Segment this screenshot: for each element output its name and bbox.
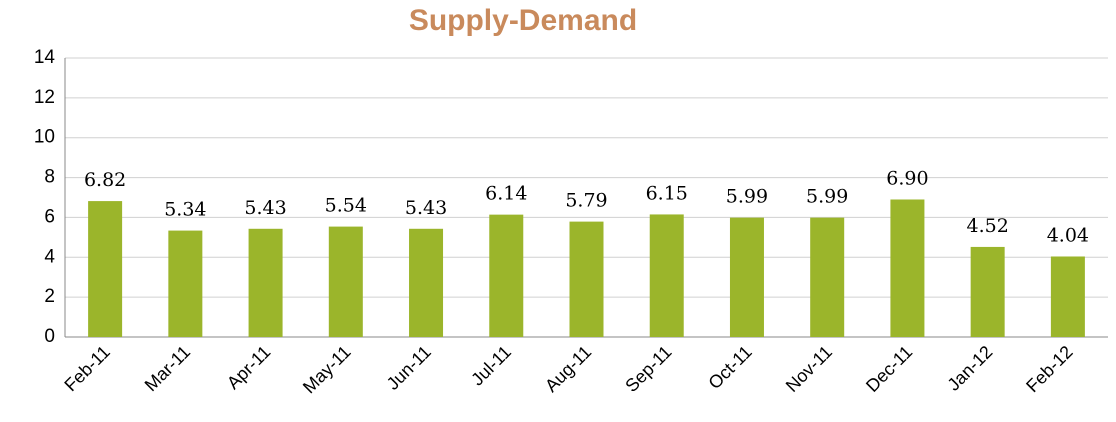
- chart-title: Supply-Demand: [409, 4, 637, 37]
- data-label: 4.04: [1047, 224, 1089, 246]
- data-label: 5.79: [565, 190, 607, 212]
- x-tick-label: Apr-11: [223, 342, 274, 393]
- x-tick-label: Jan-12: [943, 342, 996, 395]
- bar: [1050, 256, 1085, 337]
- bar: [890, 199, 925, 337]
- x-tick-label: Oct-11: [704, 342, 755, 393]
- y-tick-label: 14: [34, 47, 56, 68]
- data-label: 6.90: [886, 167, 928, 189]
- bar: [328, 226, 363, 337]
- y-tick-label: 4: [44, 246, 55, 267]
- y-tick-label: 2: [44, 286, 55, 307]
- x-tick-label: May-11: [299, 342, 355, 398]
- data-label: 5.99: [726, 186, 768, 208]
- data-label: 6.14: [485, 183, 527, 205]
- data-label: 5.99: [806, 186, 848, 208]
- data-label: 5.43: [244, 197, 286, 219]
- x-tick-label: Feb-11: [60, 342, 114, 396]
- data-label: 4.52: [966, 215, 1008, 237]
- data-label: 5.34: [164, 199, 206, 221]
- y-tick-label: 6: [44, 206, 55, 227]
- bar: [810, 217, 845, 337]
- x-tick-label: Sep-11: [621, 342, 675, 396]
- x-tick-label: Aug-11: [541, 342, 595, 396]
- bar: [489, 214, 524, 337]
- bar: [729, 217, 764, 337]
- bar: [248, 228, 283, 337]
- x-tick-label: Jun-11: [383, 342, 435, 394]
- bar: [88, 201, 123, 337]
- bar: [569, 221, 604, 337]
- x-tick-label: Mar-11: [141, 342, 195, 396]
- y-tick-label: 8: [44, 167, 55, 188]
- data-label: 6.82: [84, 169, 126, 191]
- data-label: 5.43: [405, 197, 447, 219]
- y-tick-label: 12: [34, 87, 55, 108]
- y-tick-label: 10: [34, 127, 55, 148]
- bar: [649, 214, 684, 337]
- x-tick-label: Nov-11: [782, 342, 836, 396]
- x-tick-label: Jul-11: [467, 342, 515, 390]
- bar: [168, 230, 203, 337]
- bar: [970, 246, 1005, 337]
- data-label: 6.15: [646, 182, 688, 204]
- x-tick-label: Feb-12: [1022, 342, 1076, 396]
- x-tick-label: Dec-11: [862, 342, 916, 396]
- y-tick-label: 0: [44, 326, 55, 347]
- data-label: 5.54: [325, 195, 367, 217]
- bar: [409, 228, 444, 337]
